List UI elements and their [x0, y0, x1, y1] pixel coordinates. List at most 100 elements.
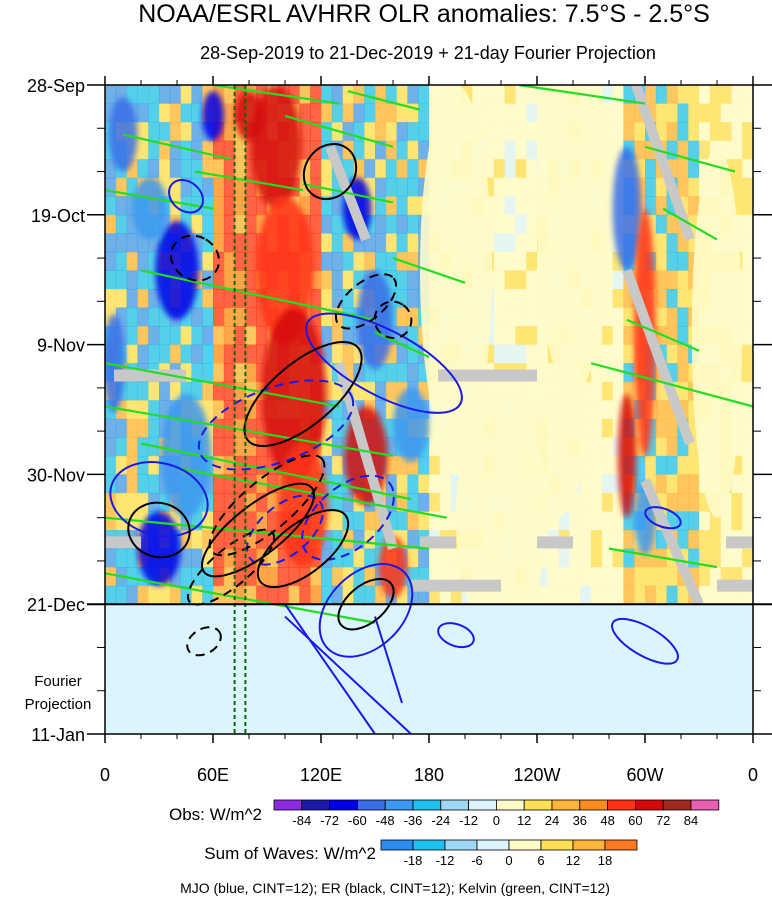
olr-cell — [396, 214, 408, 234]
olr-cell — [688, 530, 700, 550]
olr-cell — [288, 567, 300, 587]
kelvin-contour — [194, 170, 304, 192]
axes: 28-Sep 19-Oct 9-Nov 30-Nov 21-Dec 11-Jan 0 60E 1… — [27, 76, 772, 785]
olr-cell — [310, 567, 322, 587]
olr-cell — [202, 251, 214, 272]
obs-legend-swatch — [662, 799, 692, 811]
mjo-contour-projection — [284, 615, 412, 734]
olr-cell — [159, 122, 171, 142]
olr-cell — [191, 511, 203, 531]
olr-cell — [526, 344, 538, 364]
olr-cell — [515, 103, 527, 123]
olr-cell — [504, 381, 516, 401]
olr-cell — [677, 363, 689, 383]
olr-cell — [191, 85, 203, 105]
olr-cell — [396, 363, 408, 383]
olr-cell — [407, 103, 419, 123]
olr-cell — [612, 585, 624, 605]
olr-cell — [299, 196, 311, 216]
olr-cell — [407, 548, 419, 568]
er-contour-negative — [186, 626, 222, 657]
olr-cell — [515, 233, 527, 253]
olr-cell — [342, 344, 354, 364]
olr-cell — [256, 511, 268, 531]
olr-cell — [169, 326, 182, 346]
olr-cell — [742, 437, 753, 457]
olr-cell — [234, 214, 246, 234]
olr-cell — [429, 492, 441, 513]
olr-cell — [623, 326, 635, 346]
olr-cell — [418, 159, 430, 179]
olr-cell — [407, 511, 419, 531]
olr-cell — [418, 363, 430, 383]
mjo-contour-positive — [109, 461, 209, 538]
olr-cell — [299, 177, 311, 197]
olr-cell — [148, 85, 160, 105]
olr-cell — [310, 214, 322, 234]
wave-legend-swatch — [444, 839, 478, 851]
olr-cell — [234, 548, 246, 568]
olr-cell — [364, 548, 376, 568]
olr-cell — [267, 492, 279, 513]
olr-cell — [137, 585, 149, 605]
wave-legend: Sum of Waves: W/m^2 -18 -12 -6 0 6 12 18 — [204, 839, 638, 868]
obs-legend-tick-label: 24 — [545, 813, 559, 828]
obs-legend-swatch — [384, 799, 414, 811]
contour-caption: MJO (blue, CINT=12); ER (black, CINT=12)… — [180, 880, 610, 896]
olr-cell — [709, 530, 722, 550]
olr-cell — [126, 548, 138, 568]
olr-cell — [483, 85, 495, 105]
positive-anomaly-blob — [378, 536, 408, 599]
olr-cell — [429, 103, 441, 123]
olr-cell — [115, 492, 128, 513]
olr-cell — [439, 548, 452, 568]
olr-cell — [353, 530, 365, 550]
olr-cell — [267, 474, 279, 494]
negative-anomaly-blob — [137, 511, 181, 586]
olr-cell — [148, 307, 160, 327]
olr-cell — [720, 122, 732, 142]
olr-cell — [601, 418, 614, 438]
missing-data-bar — [537, 536, 573, 549]
olr-cell — [504, 140, 516, 160]
olr-cell — [655, 381, 668, 401]
obs-legend-tick-label: 12 — [517, 813, 531, 828]
olr-cell — [277, 585, 290, 605]
olr-cell — [137, 288, 149, 309]
olr-cell — [321, 270, 333, 290]
olr-cell — [137, 400, 149, 420]
olr-cell — [537, 85, 549, 105]
olr-cell — [321, 381, 333, 401]
olr-cell — [234, 196, 246, 216]
olr-cell — [321, 344, 333, 364]
olr-cell — [623, 344, 635, 364]
positive-anomaly-blob — [256, 196, 314, 345]
olr-cell — [742, 511, 753, 531]
neutral-blob — [528, 394, 582, 518]
olr-cell — [688, 492, 700, 513]
olr-cell — [191, 326, 203, 346]
olr-cell — [655, 196, 668, 216]
olr-cell — [407, 492, 419, 513]
wave-legend-label: Sum of Waves: W/m^2 — [204, 844, 376, 863]
olr-cell — [321, 214, 333, 234]
olr-cell — [202, 400, 214, 420]
olr-cell — [202, 363, 214, 383]
olr-cell — [126, 214, 138, 234]
olr-cell — [191, 530, 203, 550]
olr-cell — [180, 530, 192, 550]
kelvin-contour — [105, 362, 340, 408]
olr-cell — [601, 288, 614, 309]
olr-cell — [569, 548, 581, 568]
olr-cell — [418, 85, 430, 105]
olr-cell — [202, 288, 214, 309]
olr-cell — [213, 196, 225, 216]
olr-cell — [245, 270, 257, 290]
obs-legend-swatch — [273, 799, 303, 811]
olr-cell — [526, 140, 538, 160]
olr-cell — [364, 140, 376, 160]
olr-cell — [310, 251, 322, 272]
olr-cell — [115, 307, 128, 327]
olr-cell — [731, 196, 743, 216]
olr-cell — [591, 437, 603, 457]
